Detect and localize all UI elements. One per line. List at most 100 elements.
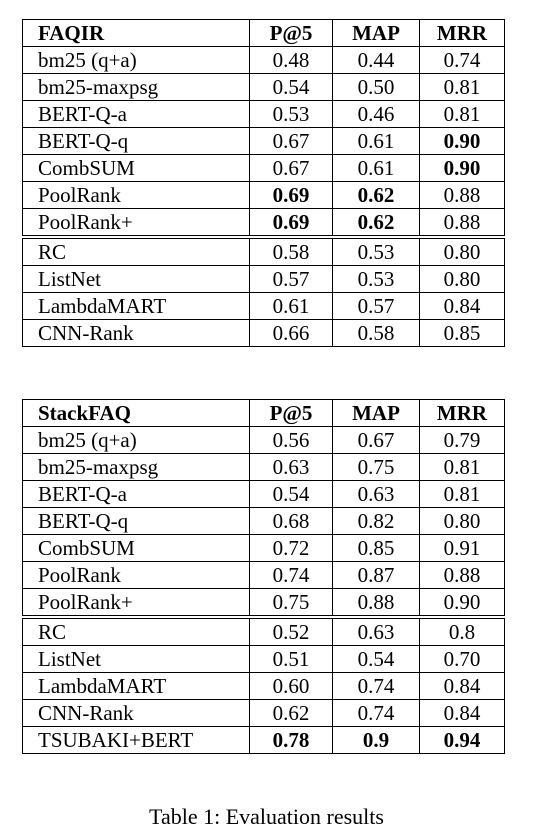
cell-map: 0.67 — [332, 426, 420, 454]
column-header-mrr: MRR — [419, 19, 505, 47]
table-row: TSUBAKI+BERT 0.78 0.9 0.94 — [22, 726, 505, 754]
cell-p-at-5: 0.54 — [249, 480, 333, 508]
cell-map: 0.63 — [332, 615, 420, 646]
table-row: ListNet 0.57 0.53 0.80 — [22, 265, 505, 293]
cell-method: ListNet — [22, 265, 250, 293]
cell-map: 0.57 — [332, 292, 420, 320]
cell-map: 0.9 — [332, 726, 420, 754]
cell-mrr: 0.81 — [419, 100, 505, 128]
table-header-row: StackFAQ P@5 MAP MRR — [22, 399, 505, 427]
cell-method: PoolRank — [22, 561, 250, 589]
cell-map: 0.82 — [332, 507, 420, 535]
table-row: bm25-maxpsg 0.54 0.50 0.81 — [22, 73, 505, 101]
cell-method: BERT-Q-q — [22, 507, 250, 535]
cell-p-at-5: 0.63 — [249, 453, 333, 481]
cell-p-at-5: 0.58 — [249, 235, 333, 266]
cell-method: PoolRank+ — [22, 588, 250, 618]
cell-p-at-5: 0.75 — [249, 588, 333, 618]
cell-method: PoolRank+ — [22, 208, 250, 238]
cell-mrr: 0.84 — [419, 292, 505, 320]
cell-method: CNN-Rank — [22, 699, 250, 727]
cell-mrr: 0.90 — [419, 127, 505, 155]
cell-mrr: 0.8 — [419, 615, 505, 646]
faqir-results-table: FAQIR P@5 MAP MRR bm25 (q+a) 0.48 0.44 0.74 bm2… — [22, 19, 505, 347]
cell-method: RC — [22, 615, 250, 646]
cell-map: 0.50 — [332, 73, 420, 101]
cell-mrr: 0.85 — [419, 319, 505, 347]
column-header-mrr: MRR — [419, 399, 505, 427]
table-row: bm25 (q+a) 0.48 0.44 0.74 — [22, 46, 505, 74]
cell-p-at-5: 0.69 — [249, 181, 333, 209]
cell-map: 0.75 — [332, 453, 420, 481]
cell-p-at-5: 0.48 — [249, 46, 333, 74]
cell-p-at-5: 0.60 — [249, 672, 333, 700]
cell-method: ListNet — [22, 645, 250, 673]
cell-mrr: 0.84 — [419, 672, 505, 700]
cell-mrr: 0.88 — [419, 208, 505, 238]
cell-method: CombSUM — [22, 534, 250, 562]
cell-mrr: 0.79 — [419, 426, 505, 454]
table-row: CombSUM 0.67 0.61 0.90 — [22, 154, 505, 182]
table-caption: Table 1: Evaluation results — [149, 804, 384, 829]
cell-map: 0.61 — [332, 154, 420, 182]
table-row: RC 0.58 0.53 0.80 — [22, 235, 505, 266]
cell-p-at-5: 0.67 — [249, 154, 333, 182]
cell-p-at-5: 0.52 — [249, 615, 333, 646]
table-row: CombSUM 0.72 0.85 0.91 — [22, 534, 505, 562]
cell-method: PoolRank — [22, 181, 250, 209]
table-row: BERT-Q-q 0.68 0.82 0.80 — [22, 507, 505, 535]
cell-mrr: 0.74 — [419, 46, 505, 74]
cell-method: bm25-maxpsg — [22, 453, 250, 481]
cell-mrr: 0.90 — [419, 588, 505, 618]
cell-p-at-5: 0.74 — [249, 561, 333, 589]
cell-p-at-5: 0.53 — [249, 100, 333, 128]
table-row: ListNet 0.51 0.54 0.70 — [22, 645, 505, 673]
cell-map: 0.88 — [332, 588, 420, 618]
cell-method: RC — [22, 235, 250, 266]
cell-method: bm25-maxpsg — [22, 73, 250, 101]
cell-map: 0.62 — [332, 208, 420, 238]
cell-method: bm25 (q+a) — [22, 426, 250, 454]
table-row: bm25-maxpsg 0.63 0.75 0.81 — [22, 453, 505, 481]
cell-map: 0.61 — [332, 127, 420, 155]
table-row: LambdaMART 0.61 0.57 0.84 — [22, 292, 505, 320]
cell-mrr: 0.90 — [419, 154, 505, 182]
column-header-p-at-5: P@5 — [249, 19, 333, 47]
cell-map: 0.74 — [332, 672, 420, 700]
cell-p-at-5: 0.66 — [249, 319, 333, 347]
cell-mrr: 0.70 — [419, 645, 505, 673]
cell-mrr: 0.81 — [419, 480, 505, 508]
cell-mrr: 0.91 — [419, 534, 505, 562]
cell-p-at-5: 0.51 — [249, 645, 333, 673]
cell-map: 0.46 — [332, 100, 420, 128]
cell-method: LambdaMART — [22, 672, 250, 700]
cell-p-at-5: 0.69 — [249, 208, 333, 238]
table-row: BERT-Q-a 0.53 0.46 0.81 — [22, 100, 505, 128]
cell-p-at-5: 0.78 — [249, 726, 333, 754]
table-row: BERT-Q-a 0.54 0.63 0.81 — [22, 480, 505, 508]
cell-map: 0.53 — [332, 235, 420, 266]
cell-method: CombSUM — [22, 154, 250, 182]
cell-method: CNN-Rank — [22, 319, 250, 347]
cell-mrr: 0.80 — [419, 235, 505, 266]
cell-method: BERT-Q-q — [22, 127, 250, 155]
cell-map: 0.53 — [332, 265, 420, 293]
cell-mrr: 0.81 — [419, 453, 505, 481]
table-row: PoolRank 0.69 0.62 0.88 — [22, 181, 505, 209]
table-row: PoolRank+ 0.69 0.62 0.88 — [22, 208, 505, 238]
cell-map: 0.85 — [332, 534, 420, 562]
table-header-row: FAQIR P@5 MAP MRR — [22, 19, 505, 47]
column-header-map: MAP — [332, 19, 420, 47]
cell-method: TSUBAKI+BERT — [22, 726, 250, 754]
cell-p-at-5: 0.56 — [249, 426, 333, 454]
cell-p-at-5: 0.72 — [249, 534, 333, 562]
cell-map: 0.63 — [332, 480, 420, 508]
cell-p-at-5: 0.54 — [249, 73, 333, 101]
cell-mrr: 0.80 — [419, 507, 505, 535]
cell-p-at-5: 0.57 — [249, 265, 333, 293]
cell-p-at-5: 0.67 — [249, 127, 333, 155]
cell-p-at-5: 0.62 — [249, 699, 333, 727]
column-header-method: FAQIR — [22, 19, 250, 47]
cell-method: bm25 (q+a) — [22, 46, 250, 74]
cell-mrr: 0.80 — [419, 265, 505, 293]
